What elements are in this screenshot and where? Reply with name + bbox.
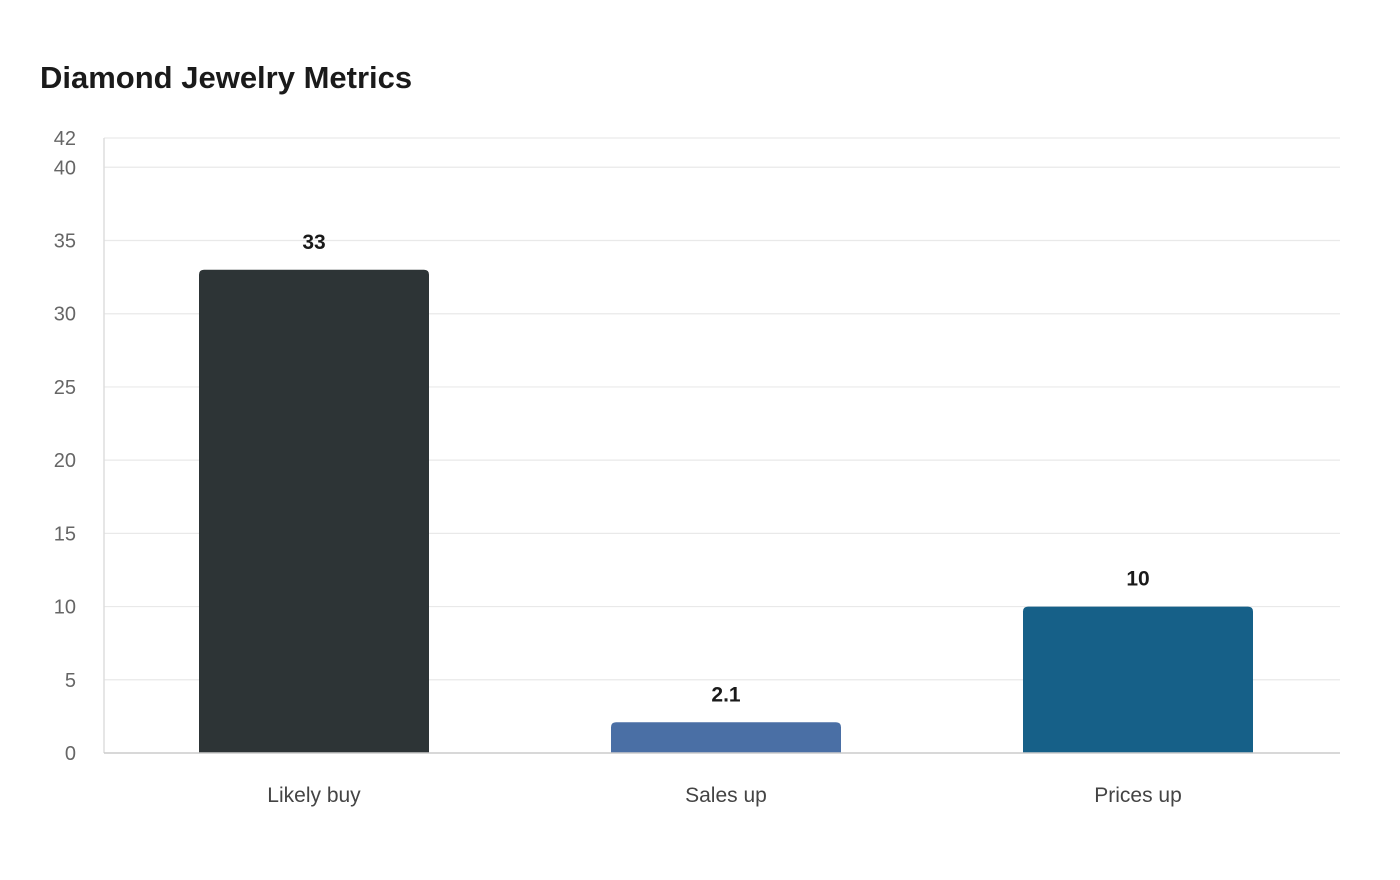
y-tick-label: 5 (65, 670, 76, 692)
axes (103, 138, 1340, 754)
data-label: 33 (302, 231, 325, 254)
y-tick-label: 25 (54, 377, 76, 399)
y-tick-label: 20 (54, 450, 76, 472)
x-tick-label: Likely buy (267, 784, 361, 807)
bar-likely-buy (199, 269, 429, 753)
labels: 0 5 10 15 20 25 30 35 40 42 33 Likely buy 2.1 Sales u… (54, 128, 1182, 807)
data-label: 2.1 (711, 683, 741, 706)
chart-title: Diamond Jewelry Metrics (40, 60, 413, 95)
y-tick-label: 42 (54, 128, 76, 150)
bar-prices-up (1023, 606, 1253, 753)
bars (199, 269, 1253, 753)
y-tick-label: 30 (54, 304, 76, 326)
y-tick-label: 40 (54, 157, 76, 179)
x-tick-label: Prices up (1094, 784, 1182, 807)
y-tick-label: 0 (65, 743, 76, 765)
y-tick-label: 15 (54, 523, 76, 545)
bar-sales-up (611, 722, 841, 753)
data-label: 10 (1126, 568, 1149, 591)
y-tick-label: 35 (54, 231, 76, 253)
y-tick-label: 10 (54, 597, 76, 619)
x-tick-label: Sales up (685, 784, 767, 807)
